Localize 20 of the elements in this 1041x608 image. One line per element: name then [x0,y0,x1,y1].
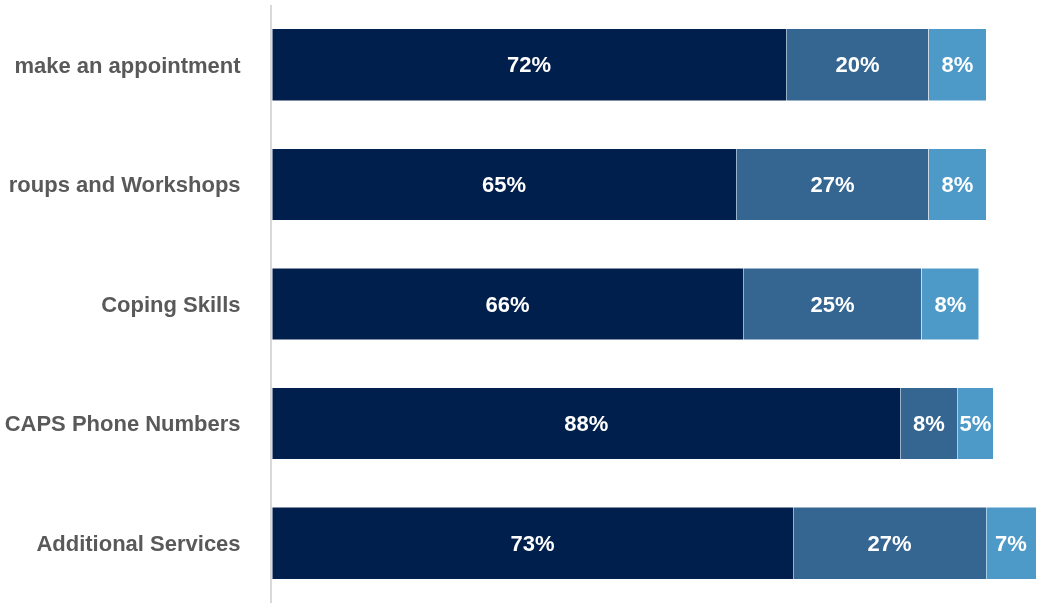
data-label: 73% [510,530,555,556]
data-label: 8% [913,411,945,437]
y-tick-label: Additional Services [36,530,241,556]
data-label: 27% [810,171,855,197]
data-label: 27% [867,530,912,556]
data-label: 25% [810,291,855,317]
y-tick-label: make an appointment [14,52,242,78]
y-tick-label: roups and Workshops [8,172,241,198]
data-label: 8% [941,52,974,78]
data-label: 72% [507,52,552,78]
data-label: 5% [959,411,992,437]
y-tick-label: Coping Skills [101,291,241,317]
data-label: 7% [995,530,1027,556]
data-label: 65% [482,171,527,197]
data-label: 20% [835,52,880,78]
data-label: 66% [485,291,530,317]
data-label: 8% [941,171,974,197]
data-label: 88% [564,411,609,437]
data-label: 8% [934,291,967,317]
y-tick-label: CAPS Phone Numbers [4,411,241,437]
